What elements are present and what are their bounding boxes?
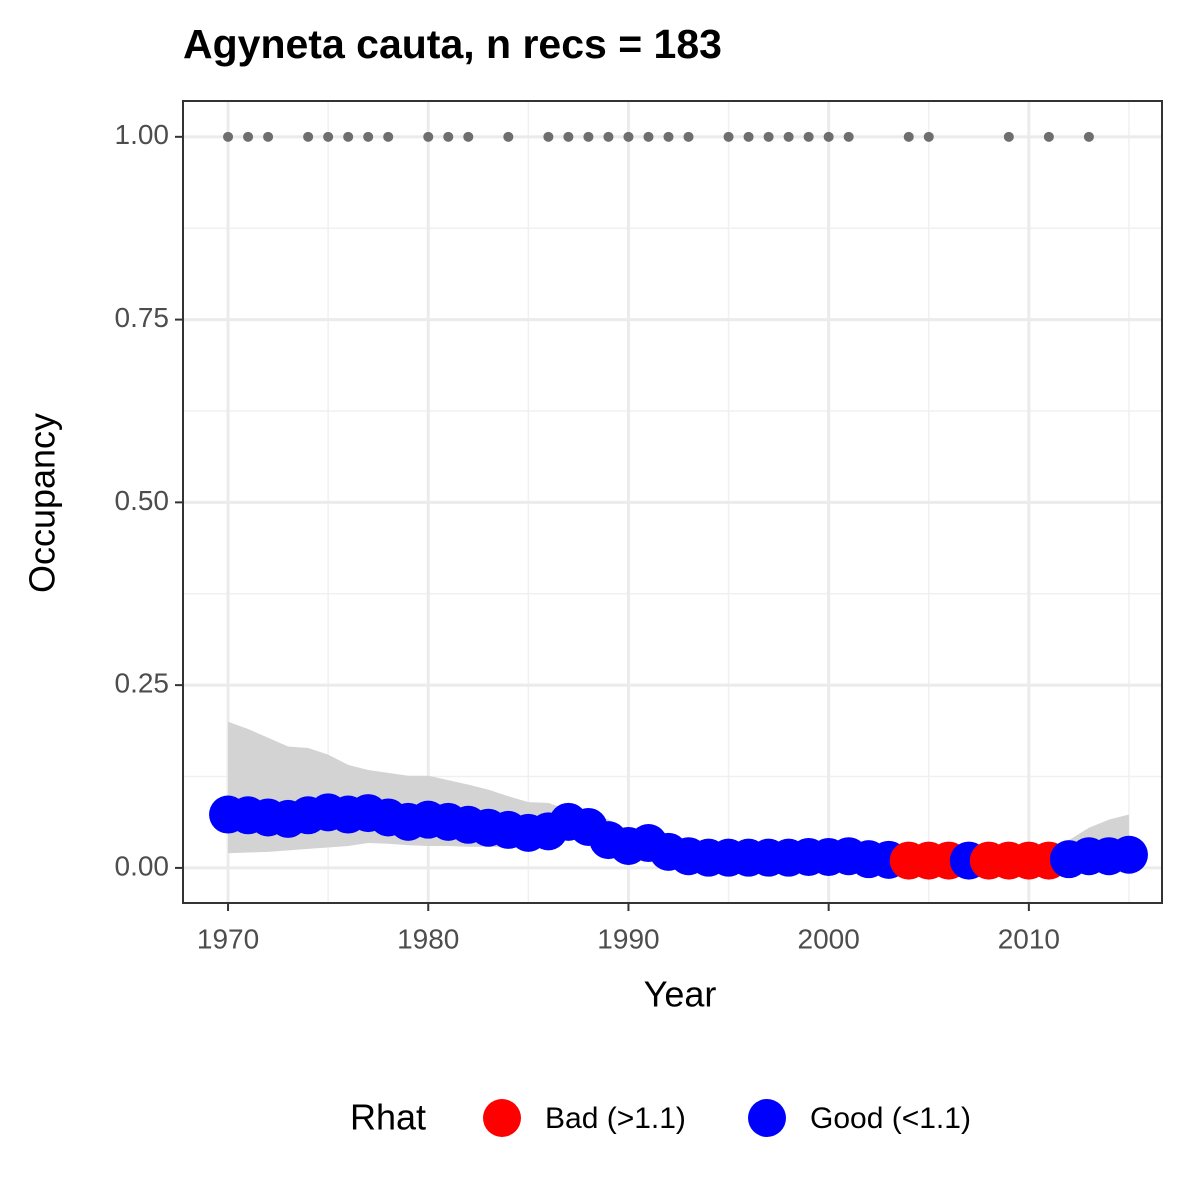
record-point — [803, 131, 814, 142]
record-point — [1003, 131, 1014, 142]
record-point — [303, 131, 314, 142]
y-tick-label: 0.50 — [115, 485, 170, 516]
record-point — [363, 131, 374, 142]
y-tick-label: 0.75 — [115, 302, 170, 333]
legend-key — [748, 1099, 786, 1137]
x-tick-label: 1990 — [597, 923, 659, 954]
y-axis-label: Occupancy — [22, 413, 63, 593]
legend-label: Good (<1.1) — [810, 1102, 971, 1135]
record-point — [923, 131, 934, 142]
legend-label: Bad (>1.1) — [545, 1102, 686, 1135]
plot-border — [182, 100, 1163, 904]
y-tick-label: 1.00 — [115, 119, 170, 150]
record-point — [1083, 131, 1094, 142]
record-point — [583, 131, 594, 142]
x-axis-label: Year — [644, 974, 717, 1015]
record-point — [683, 131, 694, 142]
occupancy-point — [1109, 835, 1148, 874]
record-point — [823, 131, 834, 142]
record-point — [783, 131, 794, 142]
record-point — [663, 131, 674, 142]
record-point — [903, 131, 914, 142]
record-point — [723, 131, 734, 142]
record-point — [383, 131, 394, 142]
legend-title: Rhat — [350, 1097, 426, 1138]
legend-key — [483, 1099, 521, 1137]
record-point — [463, 131, 474, 142]
record-point — [763, 131, 774, 142]
record-point — [603, 131, 614, 142]
record-point — [623, 131, 634, 142]
x-tick-label: 1970 — [197, 923, 259, 954]
x-tick-label: 2000 — [798, 923, 860, 954]
x-tick-label: 1980 — [397, 923, 459, 954]
record-point — [423, 131, 434, 142]
record-point — [503, 131, 514, 142]
record-point — [743, 131, 754, 142]
record-point — [243, 131, 254, 142]
y-tick-label: 0.00 — [115, 850, 170, 881]
record-point — [543, 131, 554, 142]
record-point — [843, 131, 854, 142]
record-point — [443, 131, 454, 142]
record-point — [323, 131, 334, 142]
y-tick-label: 0.25 — [115, 668, 170, 699]
record-point — [263, 131, 274, 142]
record-point — [563, 131, 574, 142]
record-point — [1043, 131, 1054, 142]
record-point — [643, 131, 654, 142]
x-tick-label: 2010 — [998, 923, 1060, 954]
record-point — [223, 131, 234, 142]
record-point — [343, 131, 354, 142]
chart-title: Agyneta cauta, n recs = 183 — [183, 21, 722, 67]
